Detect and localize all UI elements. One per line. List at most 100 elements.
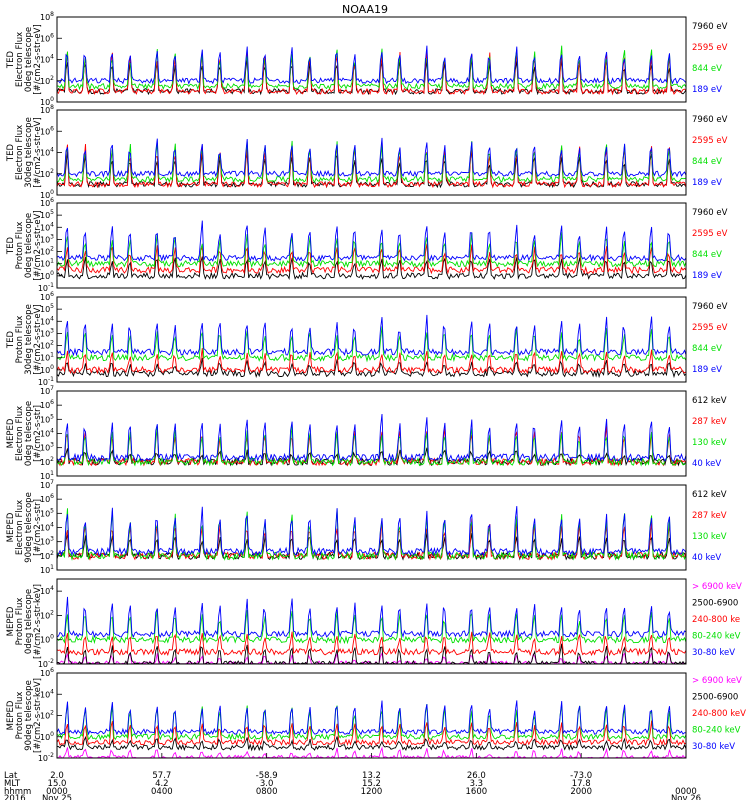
- series-line-189-ev: [56, 220, 687, 263]
- legend-entry: 2595 eV: [692, 323, 728, 333]
- y-tick-label: 105: [40, 209, 54, 220]
- y-tick-label: 106: [40, 493, 54, 504]
- legend-entry: 287 keV: [692, 511, 727, 521]
- legend-entry: 40 keV: [692, 459, 721, 469]
- legend-entry: > 6900 keV: [692, 676, 742, 686]
- y-axis-label-line: Proton Flux: [15, 316, 25, 364]
- x-tick-lat: -73.0: [570, 771, 592, 781]
- series-line-2500-6900: [56, 735, 687, 752]
- panel-frame: [56, 296, 687, 383]
- y-axis-label-line: MEPED: [6, 606, 16, 636]
- series-line-40-kev: [56, 413, 687, 463]
- y-axis-label-line: TED: [6, 143, 16, 162]
- y-tick-label: 106: [40, 291, 54, 302]
- y-tick-label: 104: [40, 315, 54, 326]
- y-tick-label: 100: [40, 96, 54, 107]
- y-tick-label: 106: [40, 667, 54, 678]
- time-axis-row-label: Lat: [4, 771, 18, 781]
- series-line-40-kev: [56, 506, 687, 557]
- y-axis-label-line: MEPED: [6, 700, 16, 730]
- series-line-2595-ev: [56, 243, 687, 275]
- x-tick-lat: 13.2: [362, 771, 381, 781]
- x-tick-hhmm: 0000: [675, 787, 697, 797]
- x-tick-lat: 26.0: [467, 771, 486, 781]
- y-tick-label: 100: [40, 270, 54, 281]
- y-tick-label: 102: [40, 75, 54, 86]
- y-axis-label-line: 90deg telescope: [24, 680, 34, 751]
- series-group: [56, 413, 687, 467]
- panel-2: 100 102 104 106 108 TED Electron Flux 30deg tel…: [6, 104, 728, 200]
- legend-entry: 189 eV: [692, 178, 722, 188]
- y-axis-label-line: 0deg telescope: [24, 27, 34, 92]
- y-axis-label-line: 90deg telescope: [24, 492, 34, 563]
- legend-entry: 612 keV: [692, 396, 727, 406]
- y-tick-label: 100: [40, 189, 54, 200]
- y-tick-label: 102: [40, 710, 54, 721]
- y-tick-label: 102: [40, 168, 54, 179]
- y-axis-label-line: 30deg telescope: [24, 117, 34, 188]
- y-tick-label: 105: [40, 303, 54, 314]
- legend-entry: 844 eV: [692, 64, 722, 74]
- series-line-189-ev: [56, 314, 687, 357]
- series-line-80-240-kev: [56, 703, 687, 741]
- legend-entry: 40 keV: [692, 553, 721, 563]
- series-line-844-ev: [56, 326, 687, 363]
- y-tick-label: 104: [40, 147, 54, 158]
- x-tick-hhmm: 0000: [46, 787, 68, 797]
- x-tick-date: Nov 25: [42, 794, 72, 800]
- y-tick-label: 101: [40, 258, 54, 269]
- y-tick-label: 104: [40, 688, 54, 699]
- y-axis-label-line: Proton Flux: [15, 692, 25, 740]
- y-axis-label-line: [#/cm2-s-str-keV]: [33, 584, 43, 659]
- series-group: [56, 596, 687, 666]
- y-tick-label: 106: [40, 399, 54, 410]
- y-axis-label-line: [#/cm2-s-str]: [33, 405, 43, 462]
- series-line-30-80-kev: [56, 700, 687, 736]
- x-tick-hhmm: 1600: [466, 787, 488, 797]
- series-line-844-ev: [56, 45, 687, 91]
- panel-8: 10-2 100 102 104 106 MEPED Proton Flux 90deg te…: [6, 667, 746, 763]
- y-tick-label: 105: [40, 507, 54, 518]
- panel-1: 100 102 104 106 108 TED Electron Flux 0deg tele…: [6, 11, 728, 107]
- y-axis-label-line: MEPED: [6, 512, 16, 542]
- x-tick-lat: -58.9: [256, 771, 278, 781]
- time-axis-row-label: 2016: [4, 794, 26, 800]
- legend-entry: 189 eV: [692, 271, 722, 281]
- y-tick-label: 100: [40, 731, 54, 742]
- legend-entry: 80-240 keV: [692, 632, 741, 642]
- series-line-7960-ev: [56, 256, 687, 280]
- series-group: [56, 700, 687, 759]
- x-tick-mlt: 17.8: [572, 779, 591, 789]
- y-tick-label: 100: [40, 634, 54, 645]
- legend-entry: 189 eV: [692, 85, 722, 95]
- legend-entry: 7960 eV: [692, 115, 728, 125]
- x-tick-mlt: 15.2: [362, 779, 381, 789]
- legend-entry: 130 keV: [692, 438, 727, 448]
- y-tick-label: 104: [40, 428, 54, 439]
- series-group: [56, 314, 687, 379]
- series-line-2595-ev: [56, 140, 687, 189]
- series-line-7960-ev: [56, 357, 687, 379]
- series-line-2595-ev: [56, 348, 687, 375]
- series-group: [56, 506, 687, 561]
- legend-entry: 7960 eV: [692, 22, 728, 32]
- legend-entry: 844 eV: [692, 344, 722, 354]
- panel-6: 101 102 103 104 105 106 107 MEPED Electron Flux 9…: [6, 479, 727, 575]
- y-axis-label-line: Electron Flux: [15, 125, 25, 180]
- series-line-844-ev: [56, 232, 687, 269]
- y-tick-label: 102: [40, 609, 54, 620]
- y-tick-label: 10-2: [38, 752, 54, 763]
- series-line-240-800-ke: [56, 631, 687, 657]
- y-tick-label: 106: [40, 197, 54, 208]
- y-tick-label: 104: [40, 522, 54, 533]
- series-line-30-80-kev: [56, 596, 687, 639]
- legend-entry: 612 keV: [692, 490, 727, 500]
- legend-entry: 30-80 keV: [692, 648, 735, 658]
- series-group: [56, 137, 687, 189]
- legend-entry: 189 eV: [692, 365, 722, 375]
- series-line-189-ev: [56, 45, 687, 85]
- y-axis-label-line: [#/cm2-s-str-eV]: [33, 304, 43, 374]
